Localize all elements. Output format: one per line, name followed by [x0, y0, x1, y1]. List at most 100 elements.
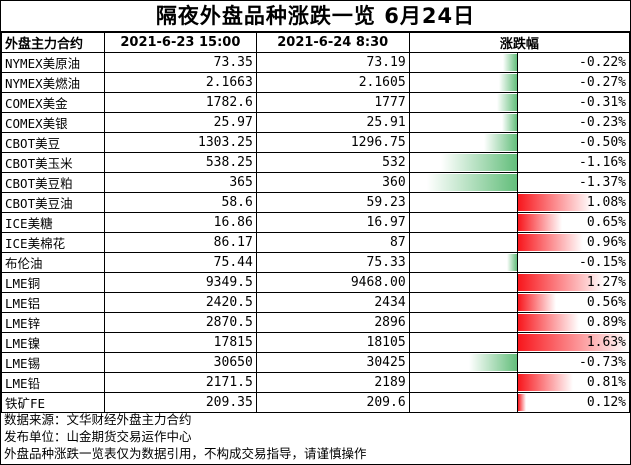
change-cell: 1.27%: [517, 272, 630, 293]
negative-change-bar: [502, 54, 517, 71]
contract-name: CBOT美豆油: [1, 192, 105, 213]
change-cell: 1.08%: [517, 192, 630, 213]
change-cell: -1.16%: [517, 152, 630, 173]
negative-bar-cell: [408, 372, 519, 393]
table-row: NYMEX美燃油 2.1663 2.1605 -0.27%: [1, 72, 630, 93]
negative-change-bar: [484, 134, 517, 151]
prev-price: 75.44: [103, 252, 257, 273]
curr-price: 75.33: [255, 252, 410, 273]
change-cell: -0.27%: [517, 72, 630, 93]
table-row: ICE美糖 16.86 16.97 0.65%: [1, 212, 630, 233]
change-cell: 0.56%: [517, 292, 630, 313]
prev-price: 30650: [103, 352, 257, 373]
negative-change-bar: [499, 74, 517, 91]
prev-price: 1782.6: [103, 92, 257, 113]
negative-bar-cell: [408, 212, 519, 233]
contract-name: NYMEX美原油: [1, 52, 105, 73]
table-row: LME铅 2171.5 2189 0.81%: [1, 372, 630, 393]
contract-name: ICE美糖: [1, 212, 105, 233]
change-cell: -0.73%: [517, 352, 630, 373]
prev-price: 58.6: [103, 192, 257, 213]
change-percent: -1.16%: [579, 155, 626, 170]
table-row: CBOT美玉米 538.25 532 -1.16%: [1, 152, 630, 173]
positive-change-bar: [518, 314, 579, 331]
change-percent: 0.56%: [586, 295, 626, 310]
negative-bar-cell: [408, 252, 519, 273]
curr-price: 30425: [255, 352, 410, 373]
table-row: NYMEX美原油 73.35 73.19 -0.22%: [1, 52, 630, 73]
positive-change-bar: [518, 374, 574, 391]
page-title: 隔夜外盘品种涨跌一览 6月24日: [1, 1, 630, 32]
change-cell: 1.63%: [517, 332, 630, 353]
negative-bar-cell: [408, 112, 519, 133]
table-row: COMEX美金 1782.6 1777 -0.31%: [1, 92, 630, 113]
positive-change-bar: [518, 234, 584, 251]
header-prev-time: 2021-6-23 15:00: [103, 32, 257, 53]
negative-bar-cell: [408, 232, 519, 253]
curr-price: 16.97: [255, 212, 410, 233]
positive-change-bar: [518, 394, 527, 411]
prev-price: 2870.5: [103, 312, 257, 333]
prev-price: 2420.5: [103, 292, 257, 313]
header-change: 涨跌幅: [408, 32, 631, 53]
positive-change-bar: [518, 294, 557, 311]
change-cell: -0.50%: [517, 132, 630, 153]
curr-price: 360: [255, 172, 410, 193]
change-cell: -0.23%: [517, 112, 630, 133]
prev-price: 73.35: [103, 52, 257, 73]
prev-price: 365: [103, 172, 257, 193]
curr-price: 1296.75: [255, 132, 410, 153]
contract-name: CBOT美豆粕: [1, 172, 105, 193]
change-percent: -0.50%: [579, 135, 626, 150]
negative-bar-cell: [408, 152, 519, 173]
change-percent: 1.27%: [586, 275, 626, 290]
prev-price: 2.1663: [103, 72, 257, 93]
prev-price: 9349.5: [103, 272, 257, 293]
contract-name: ICE美棉花: [1, 232, 105, 253]
curr-price: 209.6: [255, 392, 410, 413]
footer-publisher: 发布单位：山金期货交易运作中心: [4, 429, 192, 444]
footer-disclaimer: 外盘品种涨跌一览表仅为数据引用，不构成交易指导，请谨慎操作: [4, 446, 367, 461]
table-row: 布伦油 75.44 75.33 -0.15%: [1, 252, 630, 273]
table-row: LME铜 9349.5 9468.00 1.27%: [1, 272, 630, 293]
contract-name: LME铅: [1, 372, 105, 393]
change-cell: 0.96%: [517, 232, 630, 253]
prev-price: 2171.5: [103, 372, 257, 393]
prev-price: 538.25: [103, 152, 257, 173]
change-percent: 0.12%: [586, 395, 626, 410]
change-percent: -1.37%: [579, 175, 626, 190]
table-row: COMEX美银 25.97 25.91 -0.23%: [1, 112, 630, 133]
table-row: LME锌 2870.5 2896 0.89%: [1, 312, 630, 333]
change-percent: 0.89%: [586, 315, 626, 330]
curr-price: 25.91: [255, 112, 410, 133]
change-percent: 1.08%: [586, 195, 626, 210]
negative-change-bar: [469, 354, 517, 371]
table-row: ICE美棉花 86.17 87 0.96%: [1, 232, 630, 253]
contract-name: CBOT美玉米: [1, 152, 105, 173]
contract-name: 布伦油: [1, 252, 105, 273]
negative-bar-cell: [408, 332, 519, 353]
contract-name: COMEX美银: [1, 112, 105, 133]
negative-bar-cell: [408, 272, 519, 293]
negative-bar-cell: [408, 172, 519, 193]
negative-bar-cell: [408, 312, 519, 333]
table-row: CBOT美豆 1303.25 1296.75 -0.50%: [1, 132, 630, 153]
contract-name: 铁矿FE: [1, 392, 105, 413]
footer-source: 数据来源：文华财经外盘主力合约: [4, 412, 192, 427]
negative-change-bar: [496, 94, 517, 111]
negative-bar-cell: [408, 52, 519, 73]
negative-bar-cell: [408, 352, 519, 373]
change-percent: 1.63%: [586, 335, 626, 350]
change-percent: -0.31%: [579, 95, 626, 110]
footer-notes: 数据来源：文华财经外盘主力合约 发布单位：山金期货交易运作中心 外盘品种涨跌一览…: [1, 411, 630, 462]
change-cell: 0.12%: [517, 392, 630, 413]
change-percent: -0.15%: [579, 255, 626, 270]
table-row: LME铝 2420.5 2434 0.56%: [1, 292, 630, 313]
table-row: LME镍 17815 18105 1.63%: [1, 332, 630, 353]
negative-bar-cell: [408, 292, 519, 313]
positive-change-bar: [518, 334, 629, 351]
negative-bar-cell: [408, 92, 519, 113]
contract-name: CBOT美豆: [1, 132, 105, 153]
prev-price: 209.35: [103, 392, 257, 413]
